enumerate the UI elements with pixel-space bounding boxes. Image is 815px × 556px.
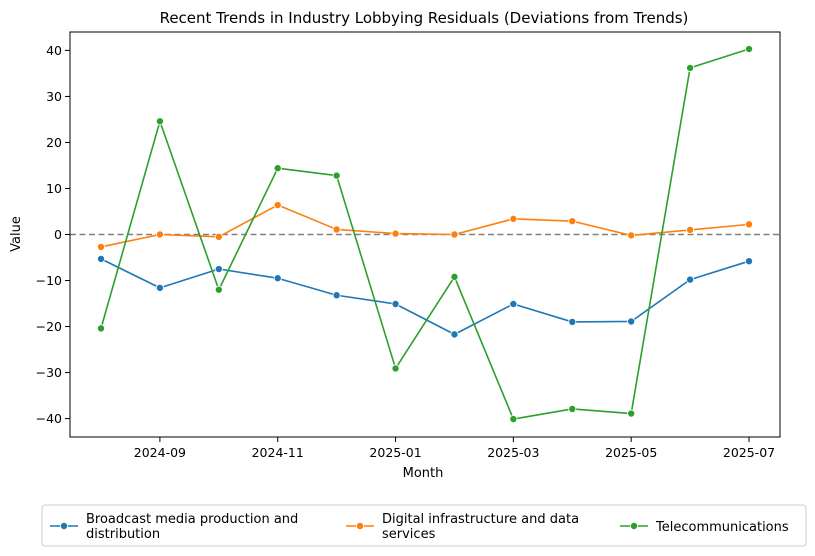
data-point xyxy=(97,254,106,263)
data-point xyxy=(391,364,400,373)
legend-frame xyxy=(41,504,807,547)
y-tick-label: −20 xyxy=(36,319,62,334)
y-tick-label: −10 xyxy=(36,273,62,288)
legend-label: Telecommunications xyxy=(655,520,789,535)
data-point xyxy=(686,275,695,284)
data-point xyxy=(332,291,341,300)
legend-label: distribution xyxy=(86,527,160,542)
y-tick-label: 0 xyxy=(54,227,62,242)
legend-label: Digital infrastructure and data xyxy=(382,512,579,527)
legend-label: services xyxy=(382,527,436,542)
data-point xyxy=(509,299,518,308)
data-point xyxy=(155,283,164,292)
series-group xyxy=(97,45,754,424)
data-point xyxy=(745,257,754,266)
data-point xyxy=(273,201,282,210)
x-tick-label: 2025-07 xyxy=(723,445,775,460)
y-tick-label: 40 xyxy=(46,43,62,58)
chart-title: Recent Trends in Industry Lobbying Resid… xyxy=(160,9,689,27)
data-point xyxy=(686,63,695,72)
data-point xyxy=(568,317,577,326)
data-point xyxy=(568,217,577,226)
data-point xyxy=(155,230,164,239)
x-tick-label: 2024-09 xyxy=(134,445,186,460)
data-point xyxy=(273,274,282,283)
series-line xyxy=(100,48,750,420)
x-tick-label: 2025-05 xyxy=(605,445,657,460)
legend-marker xyxy=(355,522,364,531)
data-point xyxy=(450,272,459,281)
data-point xyxy=(391,229,400,238)
series-layer xyxy=(97,45,754,424)
data-point xyxy=(391,299,400,308)
data-point xyxy=(332,225,341,234)
data-point xyxy=(509,214,518,223)
y-axis: −40 −30 −20 −10 0 10 20 30 40 xyxy=(36,43,70,426)
data-point xyxy=(568,404,577,413)
data-point xyxy=(97,324,106,333)
data-point xyxy=(627,317,636,326)
y-tick-label: 20 xyxy=(46,135,62,150)
legend: Broadcast media production anddistributi… xyxy=(41,504,807,547)
x-axis: 2024-09 2024-11 2025-01 2025-03 2025-05 2025-… xyxy=(134,437,775,460)
x-tick-label: 2025-01 xyxy=(369,445,421,460)
data-point xyxy=(450,230,459,239)
series-group xyxy=(97,201,754,251)
x-tick-label: 2024-11 xyxy=(252,445,304,460)
data-point xyxy=(214,285,223,294)
series-line xyxy=(100,258,750,336)
legend-label: Broadcast media production and xyxy=(86,512,298,527)
x-axis-title: Month xyxy=(403,466,444,481)
data-point xyxy=(509,415,518,424)
data-point xyxy=(273,164,282,173)
data-point xyxy=(627,231,636,240)
x-tick-label: 2025-03 xyxy=(487,445,539,460)
data-point xyxy=(214,232,223,241)
series-line xyxy=(100,204,750,248)
data-point xyxy=(155,117,164,126)
data-point xyxy=(745,45,754,54)
data-point xyxy=(214,265,223,274)
plot-frame xyxy=(69,31,781,438)
y-tick-label: 30 xyxy=(46,89,62,104)
data-point xyxy=(97,242,106,251)
y-tick-label: −40 xyxy=(36,411,62,426)
y-tick-label: 10 xyxy=(46,181,62,196)
data-point xyxy=(745,220,754,229)
y-tick-label: −30 xyxy=(36,365,62,380)
series-group xyxy=(97,254,754,339)
data-point xyxy=(686,225,695,234)
data-point xyxy=(450,330,459,339)
data-point xyxy=(332,171,341,180)
legend-marker xyxy=(630,522,639,531)
data-point xyxy=(627,409,636,418)
y-axis-title: Value xyxy=(9,216,24,252)
legend-marker xyxy=(60,522,69,531)
